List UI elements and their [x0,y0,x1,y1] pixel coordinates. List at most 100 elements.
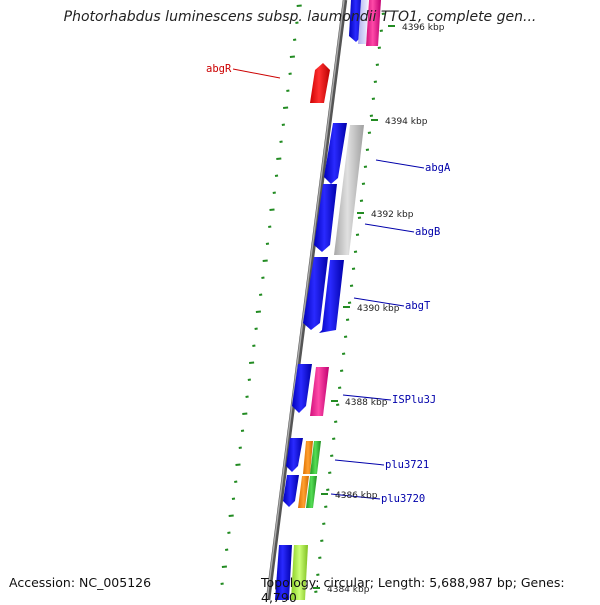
gene-plu3720[interactable] [306,476,317,508]
gc-tick [249,361,255,364]
gc-tick [259,293,263,296]
label-leader-line [342,394,392,401]
genome-backbone [265,0,348,600]
gc-tick [220,582,224,585]
gene-plu3720-orange[interactable] [298,476,309,508]
gc-tick [365,148,370,151]
gc-tick [345,318,350,321]
gc-tick [343,335,348,338]
gc-tick [245,395,249,398]
gene-label-abgT[interactable]: abgT [405,300,431,312]
gene-ISPlu3J[interactable] [310,367,329,416]
gc-tick [276,157,282,160]
gc-tick [357,216,362,219]
gc-tick [240,429,245,432]
gc-tick [262,259,268,262]
gene-abgB[interactable] [314,184,337,252]
gc-tick [336,403,340,406]
gc-tick [252,344,256,347]
gene-labels: abgR abgA abgB abgT ISPlu3J plu3721 plu3720 [206,63,451,505]
gc-tick [369,114,374,117]
gc-tick [247,378,251,381]
label-leader-line [232,68,281,79]
label-leader-line [353,297,405,307]
cds-feature-bottom[interactable] [275,545,292,600]
gc-tick [355,233,360,236]
gene-abgR[interactable] [310,63,330,103]
gene-label-abgR[interactable]: abgR [206,63,232,75]
gc-tick [375,63,380,66]
gc-tick [265,242,270,245]
misc-feature-abgA[interactable] [334,125,364,255]
gene-plu3720-cds[interactable] [283,475,299,507]
label-leader-line [375,159,425,169]
gc-tick [235,463,241,466]
kbp-label: 4388 kbp [345,398,388,408]
gene-abgA[interactable] [324,123,347,184]
kbp-labels: 4396 kbp 4394 kbp 4392 kbp 4390 kbp 4388 kbp… [327,23,445,595]
gc-tick [225,548,229,551]
gene-abgT-partner[interactable] [319,260,344,333]
gc-tick [228,514,234,517]
gc-tick [326,488,330,491]
gc-tick [316,573,320,576]
gc-tick [269,208,275,211]
misc-feature[interactable] [358,0,368,44]
gc-tick [328,471,332,474]
gene-label-plu3721[interactable]: plu3721 [385,459,429,471]
accession-label: Accession: NC_005126 [9,575,152,590]
gc-tick [377,46,381,49]
label-leader-line [330,493,381,500]
gene-plu3721[interactable] [310,441,321,474]
gc-tick [234,480,238,483]
kbp-label: 4392 kbp [371,210,414,220]
gc-tick [371,97,376,100]
gc-tick [296,4,302,7]
is-element-feature[interactable] [366,0,381,46]
gc-tick [373,80,378,83]
kbp-ticks [313,25,395,589]
gc-tick [283,106,289,109]
gc-content-track-left [220,4,302,585]
gene-plu3721-orange[interactable] [303,441,313,474]
gc-tick [361,182,366,185]
gc-tick [320,539,324,542]
kbp-label: 4386 kbp [335,491,378,501]
gc-tick [381,12,385,15]
gc-tick [268,225,272,228]
gc-tick [332,437,336,440]
gene-abgT[interactable] [303,257,328,330]
gc-tick [334,420,338,423]
gene-label-abgB[interactable]: abgB [415,226,440,238]
gc-tick [351,267,356,270]
gene-label-plu3720[interactable]: plu3720 [381,493,425,505]
gc-tick [238,446,242,449]
gene-label-abgA[interactable]: abgA [425,162,451,174]
gc-tick [289,55,295,58]
gc-tick [324,505,328,508]
gc-tick [367,131,372,134]
gene-ISPlu3J-cds[interactable] [292,364,312,413]
gc-tick [272,191,276,194]
gc-tick [341,352,346,355]
gc-tick [261,276,265,279]
gc-tick [227,531,231,534]
kbp-label: 4390 kbp [357,304,400,314]
gc-content-track-right [314,12,385,593]
kbp-label: 4384 kbp [327,585,370,595]
misc-feature-bottom[interactable] [291,545,308,600]
gene-label-ISPlu3J[interactable]: ISPlu3J [392,394,436,406]
gc-tick [288,72,292,75]
gc-tick [295,21,299,24]
gene-plu3721-cds[interactable] [286,438,303,472]
label-leader-line [334,459,385,466]
kbp-label: 4396 kbp [402,23,445,33]
gc-tick [318,556,322,559]
gc-tick [242,412,248,415]
gc-tick [293,38,297,41]
gc-tick [338,386,342,389]
label-leader-line [364,223,415,233]
gc-tick [286,89,290,92]
gc-tick [339,369,344,372]
